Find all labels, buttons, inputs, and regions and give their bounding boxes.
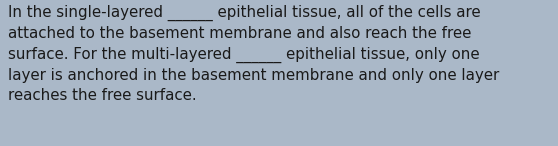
Text: In the single-layered ______ epithelial tissue, all of the cells are
attached to: In the single-layered ______ epithelial … <box>8 4 499 103</box>
